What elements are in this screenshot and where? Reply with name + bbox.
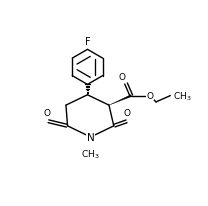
Text: O: O [124, 108, 131, 117]
Text: N: N [87, 132, 95, 142]
Text: O: O [147, 91, 154, 100]
Text: CH$_3$: CH$_3$ [173, 90, 191, 102]
Polygon shape [109, 95, 132, 106]
Text: O: O [118, 73, 125, 82]
Text: CH$_3$: CH$_3$ [81, 148, 100, 160]
Text: F: F [85, 37, 90, 47]
Text: O: O [43, 108, 50, 117]
